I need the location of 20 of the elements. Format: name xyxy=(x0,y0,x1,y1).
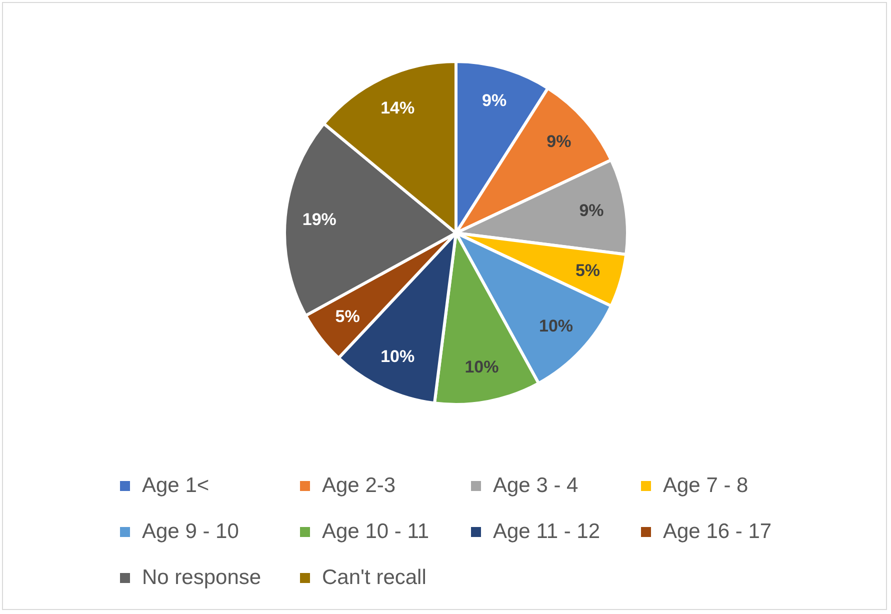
legend-label: No response xyxy=(142,566,262,590)
data-label: 10% xyxy=(464,357,499,376)
data-label: 5% xyxy=(335,306,360,326)
data-label: 5% xyxy=(575,260,600,280)
data-label: 10% xyxy=(539,316,574,336)
data-label: 9% xyxy=(546,132,572,151)
legend-label: Age 10 - 11 xyxy=(322,520,430,544)
data-label: 9% xyxy=(482,90,507,110)
legend-label: Age 1< xyxy=(142,474,210,498)
legend-label: Age 7 - 8 xyxy=(663,474,748,498)
legend-label: Can't recall xyxy=(322,566,426,590)
legend-label: Age 11 - 12 xyxy=(493,520,600,544)
legend-label: Age 9 - 10 xyxy=(142,520,239,544)
data-label: 9% xyxy=(579,201,604,220)
legend-label: Age 2-3 xyxy=(322,474,396,498)
data-label: 19% xyxy=(302,210,336,229)
data-label: 14% xyxy=(380,98,415,118)
data-label: 10% xyxy=(380,346,415,366)
legend-label: Age 3 - 4 xyxy=(493,474,578,498)
legend-label: Age 16 - 17 xyxy=(663,520,772,544)
